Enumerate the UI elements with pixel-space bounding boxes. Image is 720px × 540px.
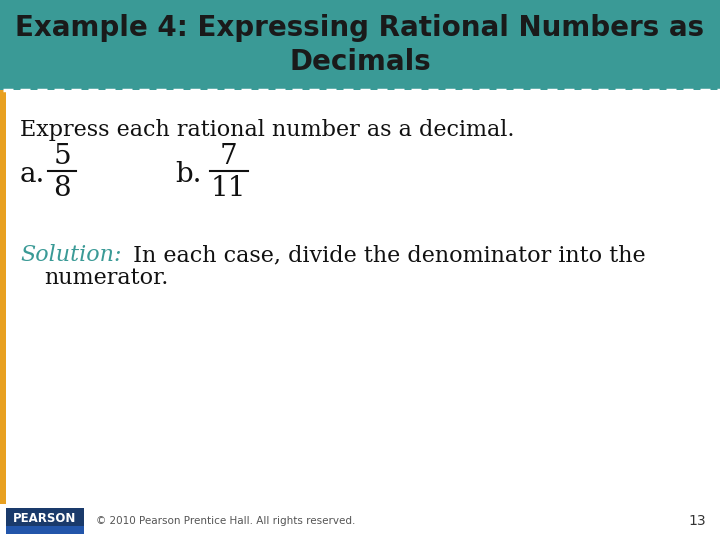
Text: 11: 11 (210, 174, 246, 201)
Text: 13: 13 (688, 514, 706, 528)
Text: © 2010 Pearson Prentice Hall. All rights reserved.: © 2010 Pearson Prentice Hall. All rights… (96, 516, 356, 526)
Text: Decimals: Decimals (289, 48, 431, 76)
Text: Express each rational number as a decimal.: Express each rational number as a decima… (20, 119, 515, 141)
Bar (6, 526, 84, 534)
Text: a.: a. (20, 161, 45, 188)
Text: PEARSON: PEARSON (13, 511, 77, 524)
Bar (0, 90, 6, 504)
Bar (6, 508, 84, 534)
Text: Example 4: Expressing Rational Numbers as: Example 4: Expressing Rational Numbers a… (15, 14, 705, 42)
Bar (0, 0, 720, 90)
Text: b.: b. (175, 161, 202, 188)
Text: numerator.: numerator. (44, 267, 168, 289)
Text: 5: 5 (53, 144, 71, 171)
Text: 8: 8 (53, 174, 71, 201)
Text: 7: 7 (219, 144, 237, 171)
Text: Solution:: Solution: (20, 244, 122, 266)
Text: In each case, divide the denominator into the: In each case, divide the denominator int… (126, 244, 646, 266)
